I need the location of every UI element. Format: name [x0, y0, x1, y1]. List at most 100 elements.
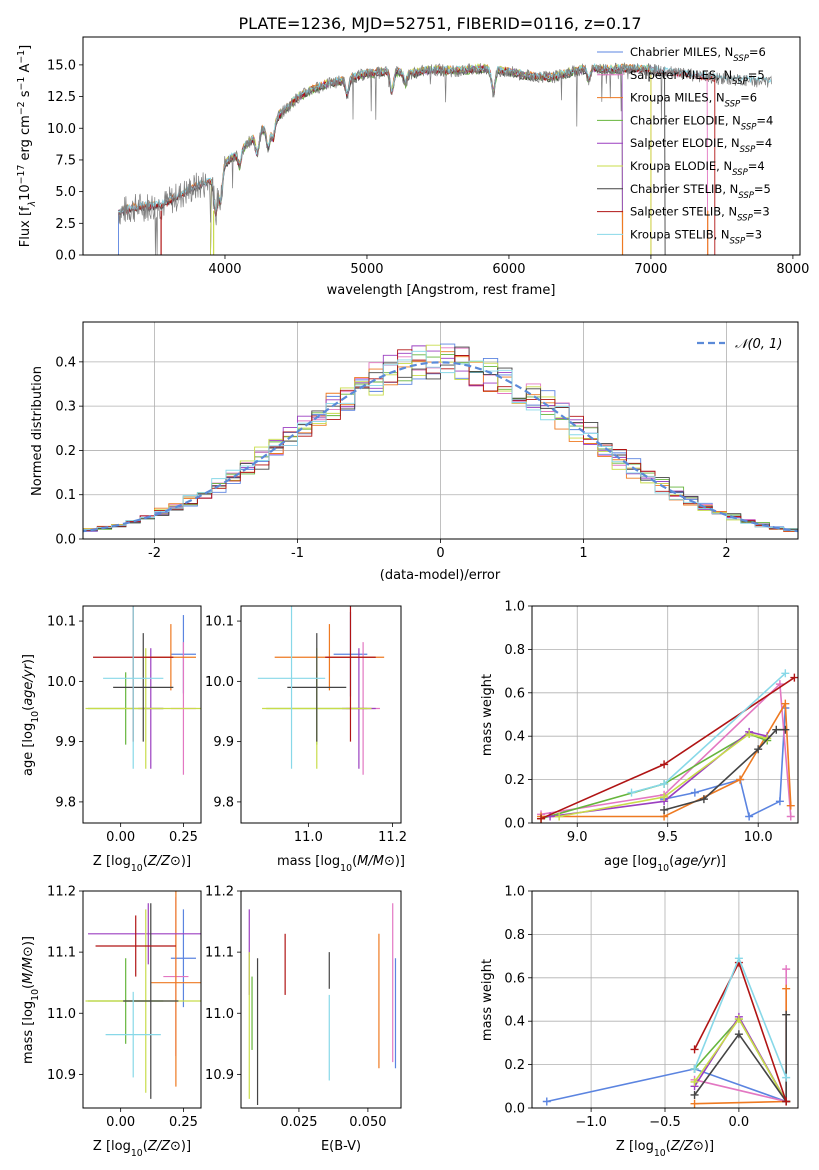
label-part: 10: [131, 863, 143, 874]
model-spectrum-line: [118, 65, 623, 255]
x-tick-label: 0: [436, 546, 444, 561]
mass-weight-line: [549, 731, 768, 818]
label-part: (: [669, 854, 674, 869]
mass-weight-marker: [786, 812, 795, 821]
y-tick-label: 11.0: [205, 1007, 234, 1022]
mass_vs_Z-axes: 0.00 0.25 10.9 11.0 11.1 11.2: [47, 885, 202, 1130]
label-part: )]: [716, 854, 726, 869]
label-part: 10: [30, 711, 41, 723]
x-tick-label: 1: [579, 546, 587, 561]
legend-text: Kroupa STELIB, N: [630, 227, 730, 241]
model-spectrum-line: [118, 66, 623, 255]
y-tick-label: 0.0: [55, 533, 76, 548]
label-part: (: [143, 1139, 148, 1154]
mass_weight_vs_age-plot-area: [537, 669, 798, 823]
mass-weight-marker: [781, 669, 790, 678]
legend-sub: SSP: [738, 191, 754, 201]
y-tick-label: 11.1: [47, 946, 76, 961]
mass-weight-line: [546, 1068, 787, 1103]
legend-sub: SSP: [732, 168, 748, 178]
mass_vs_ebv-axes: 0.025 0.050 10.9 11.0 11.1 11.2: [205, 885, 402, 1130]
mass_vs_Z-plot-area: [85, 891, 201, 1099]
model-spectrum-line: [118, 62, 772, 214]
legend-text: Chabrier MILES, N: [630, 45, 733, 59]
label-part: 10: [654, 1148, 666, 1159]
legend-sub: SSP: [737, 214, 753, 224]
legend-text: Salpeter ELODIE, N: [630, 136, 740, 150]
mass-weight-marker: [690, 1090, 699, 1099]
y-tick-label: 10.9: [205, 1068, 234, 1083]
axes-frame: [240, 890, 402, 1109]
mass-weight-marker: [555, 812, 564, 821]
label-part: mass [log: [277, 854, 340, 869]
spectrum-plot-area: [118, 62, 772, 255]
mass-weight-marker: [745, 812, 754, 821]
x-tick-label: 10.0: [744, 830, 773, 845]
x-tick-label: 9.5: [657, 830, 678, 845]
x-tick-label: 9.0: [567, 830, 588, 845]
model-spectrum-line: [118, 65, 666, 255]
spectrum-axes: 4000 5000 6000 7000 8000 0.0 2.5 5.0 7.5 10.0 12.5…: [47, 36, 809, 277]
legend-entry: Chabrier STELIB, NSSP=5: [630, 182, 771, 201]
y-tick-label: 0.1: [55, 488, 76, 503]
x-tick-label: 0.00: [106, 1115, 135, 1130]
mass-weight-marker: [734, 954, 743, 963]
mass-weight-line: [558, 733, 768, 818]
age-z-xlabel: Z [log10(Z/Z⊙)]: [93, 854, 191, 874]
mass-weight-marker: [690, 1099, 699, 1108]
y-tick-label: 10.1: [205, 615, 234, 630]
mass-weight-line: [631, 672, 786, 794]
y-tick-label: 15.0: [47, 58, 76, 73]
spectrum-xlabel: wavelength [Angstrom, rest frame]: [327, 283, 556, 298]
label-part: Z [log: [616, 1139, 654, 1154]
label-part: )]: [395, 854, 405, 869]
y-tick-label: 10.1: [47, 615, 76, 630]
x-tick-label: 4000: [208, 262, 241, 277]
x-tick-label: 11.2: [378, 830, 407, 845]
model-spectrum-line: [118, 63, 652, 255]
mass-weight-marker: [754, 745, 763, 754]
y-tick-label: 0.0: [504, 1102, 525, 1117]
label-part: 10: [340, 863, 352, 874]
legend-text: Chabrier ELODIE, N: [630, 113, 741, 127]
x-tick-label: 8000: [776, 262, 809, 277]
legend-text: Kroupa MILES, N: [630, 91, 725, 105]
label-part: mass [log: [21, 1001, 36, 1064]
legend-tail: =4: [755, 136, 772, 150]
label-part: 10: [131, 1148, 143, 1159]
label-part: Flux [f: [18, 206, 33, 247]
age_vs_Z-axes: 0.00 0.25 9.8 9.9 10.0 10.1: [47, 605, 202, 845]
label-part: Normed distribution: [30, 366, 45, 496]
legend-tail: =4: [756, 113, 773, 127]
mass-weight-marker: [660, 792, 669, 801]
mass-z-ylabel: mass [log10(M/M⊙)]: [21, 936, 41, 1064]
y-tick-label: 1.0: [504, 885, 525, 900]
model-spectrum-line: [118, 64, 709, 255]
label-part: M/M⊙: [21, 946, 36, 984]
label-part: )]: [704, 1139, 714, 1154]
mass-weight-line: [663, 707, 787, 818]
axes-frame: [82, 890, 202, 1109]
axes-frame: [82, 605, 202, 824]
x-tick-label: 0.25: [169, 1115, 198, 1130]
residuals-axes: -2 -1 0 1 2 0.0 0.1 0.2 0.3 0.4: [55, 321, 799, 561]
figure-title: PLATE=1236, MJD=52751, FIBERID=0116, z=0…: [238, 14, 641, 33]
label-part: age/yr: [674, 854, 717, 869]
label-part: (: [21, 706, 36, 711]
label-part: (: [352, 854, 357, 869]
legend-tail: =3: [745, 227, 762, 241]
x-tick-label: −1.0: [575, 1115, 607, 1130]
y-tick-label: 10.0: [47, 675, 76, 690]
mass-weight-marker: [627, 788, 636, 797]
label-part: A: [18, 64, 33, 77]
y-tick-label: 0.6: [504, 971, 525, 986]
x-tick-label: 0.00: [106, 830, 135, 845]
legend-entry: Salpeter ELODIE, NSSP=4: [630, 136, 772, 155]
mass-weight-marker: [782, 1010, 791, 1019]
y-tick-label: 0.8: [504, 928, 525, 943]
residual-histogram: [83, 350, 798, 534]
legend-entry: Kroupa MILES, NSSP=6: [630, 91, 757, 110]
mass-weight-line: [540, 733, 768, 820]
x-tick-label: 0.025: [280, 1115, 317, 1130]
x-tick-label: 5000: [350, 262, 383, 277]
